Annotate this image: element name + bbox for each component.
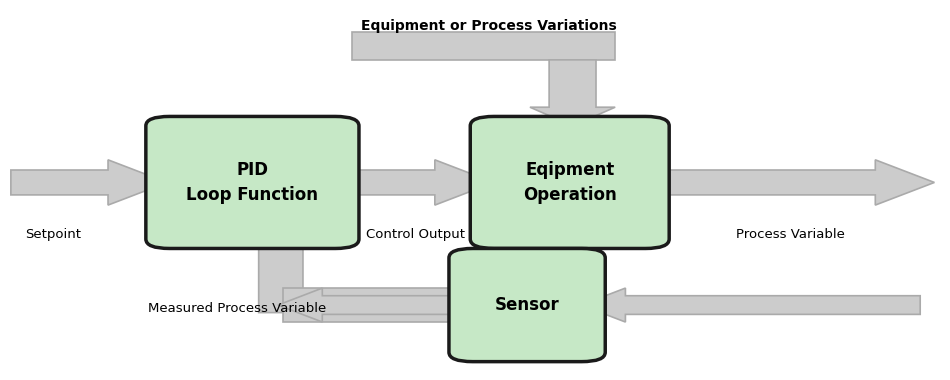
Polygon shape: [240, 222, 321, 313]
Text: Control Output: Control Output: [366, 228, 465, 241]
FancyBboxPatch shape: [470, 116, 669, 249]
Text: PID
Loop Function: PID Loop Function: [186, 161, 318, 204]
Bar: [283, 288, 471, 322]
Polygon shape: [278, 288, 476, 322]
Bar: [352, 32, 616, 60]
Polygon shape: [530, 60, 616, 126]
Text: Eqipment
Operation: Eqipment Operation: [522, 161, 617, 204]
Polygon shape: [10, 160, 167, 205]
FancyBboxPatch shape: [146, 116, 359, 249]
FancyBboxPatch shape: [449, 249, 605, 362]
Text: Equipment or Process Variations: Equipment or Process Variations: [361, 19, 618, 33]
Text: Setpoint: Setpoint: [26, 228, 82, 241]
Polygon shape: [645, 160, 935, 205]
Text: Measured Process Variable: Measured Process Variable: [148, 302, 327, 315]
Text: Process Variable: Process Variable: [736, 228, 845, 241]
Text: Sensor: Sensor: [495, 296, 560, 314]
Polygon shape: [337, 160, 494, 205]
Polygon shape: [581, 288, 921, 322]
